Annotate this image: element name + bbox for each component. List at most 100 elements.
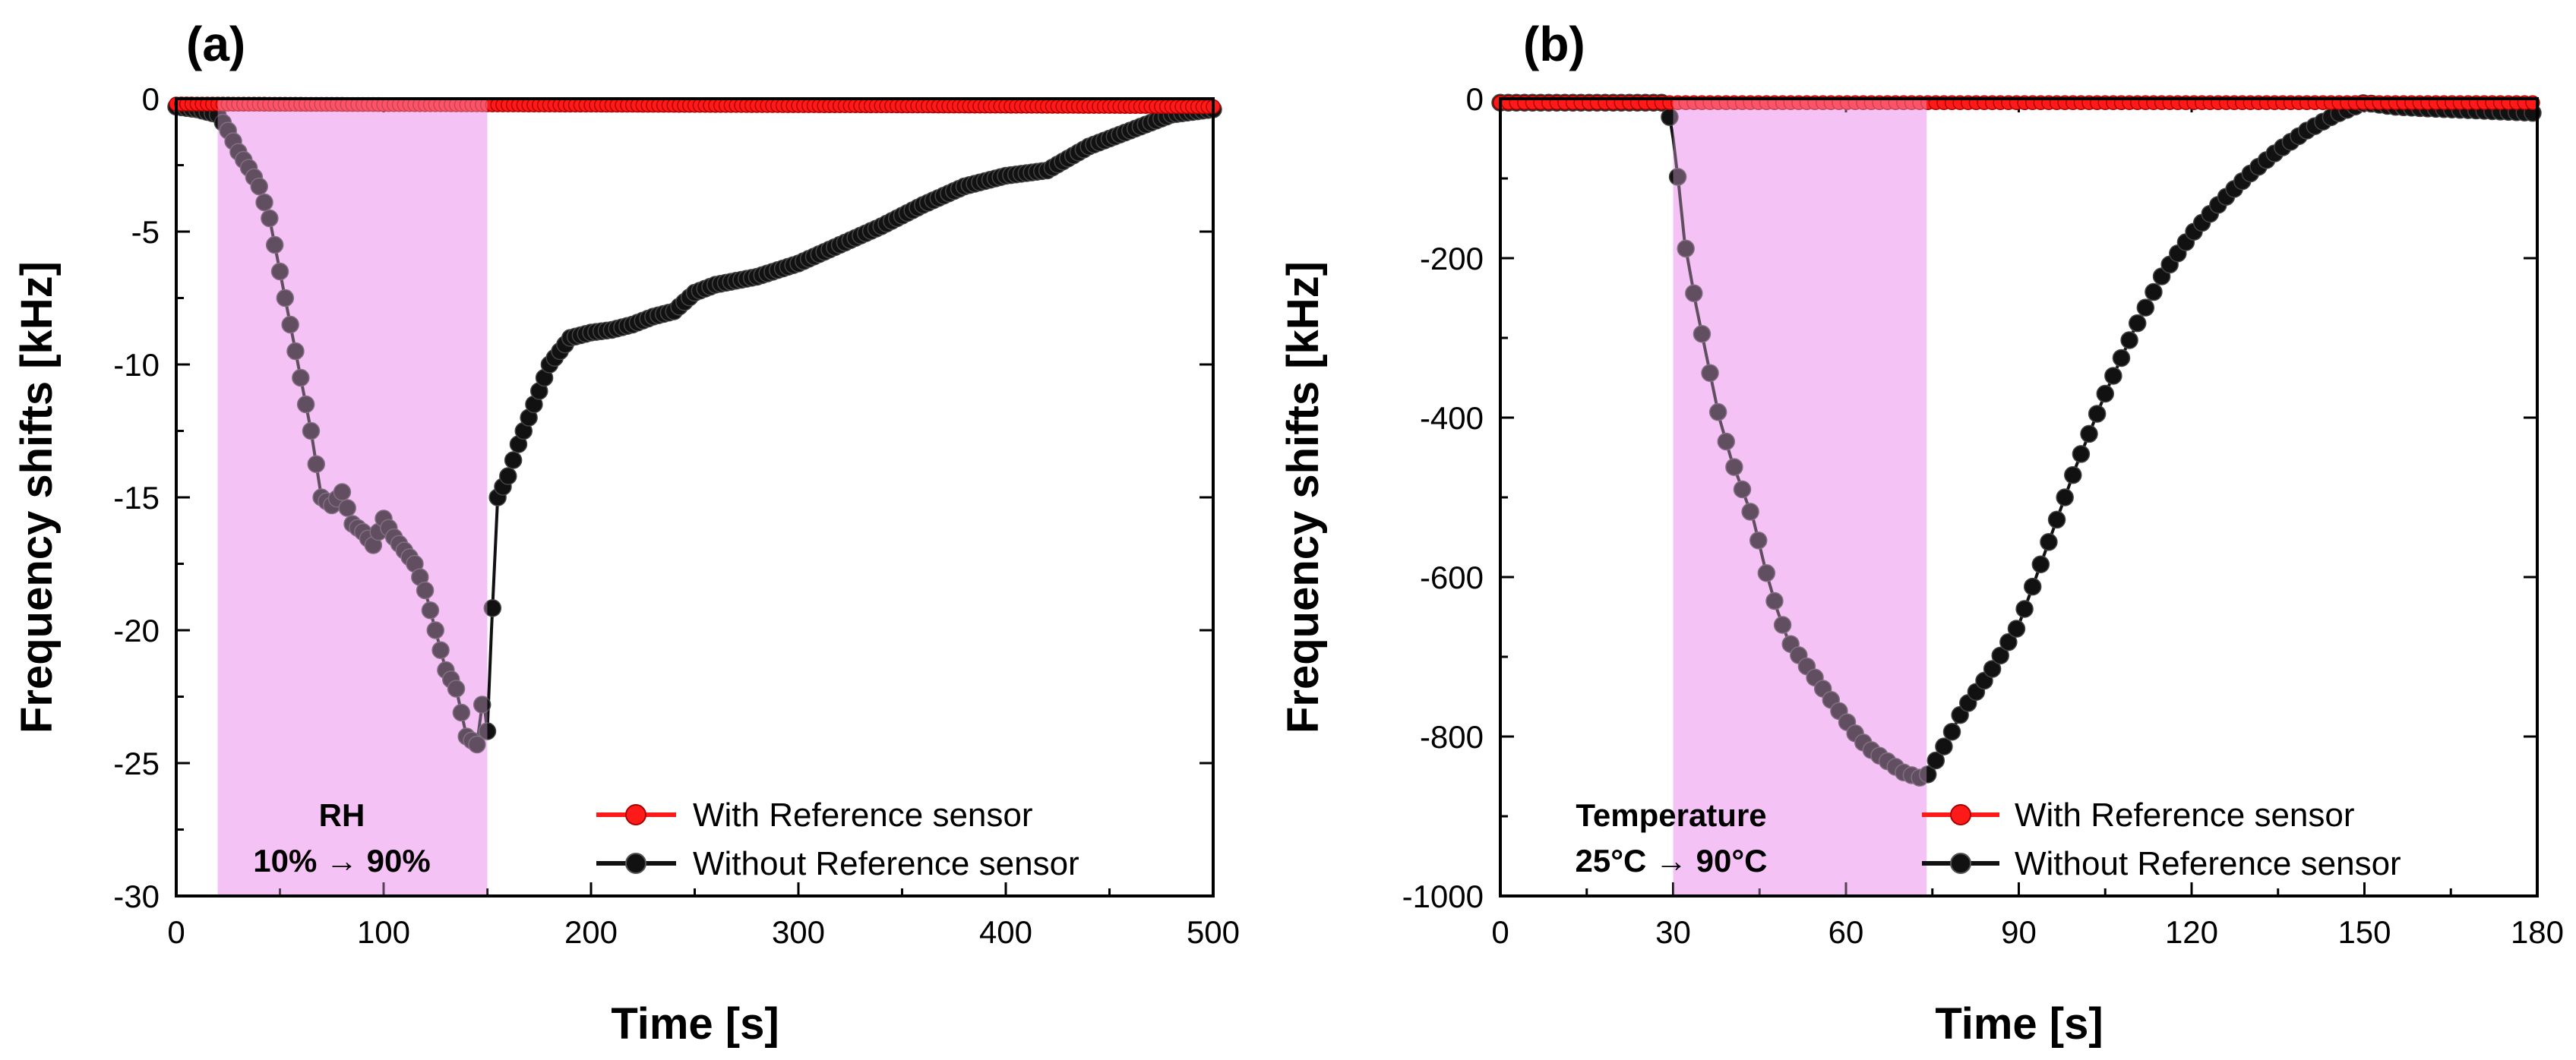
data-point-without-ref-a xyxy=(447,680,466,698)
plot-frame-b xyxy=(1499,97,2539,898)
data-point-without-ref-a xyxy=(473,696,491,714)
panel-a: 0 100 200 300 400 500 0-5-10-15-20-25-30 (a) … xyxy=(12,17,1240,1049)
data-point-without-ref-b xyxy=(2096,384,2114,403)
x-tick-label-b: 120 xyxy=(2165,914,2218,950)
x-tick-label-b: 90 xyxy=(2001,914,2037,950)
data-point-without-ref-b xyxy=(2040,533,2058,551)
data-point-without-ref-a xyxy=(250,177,268,196)
legend-label-with-ref-a: With Reference sensor xyxy=(693,797,1033,834)
panel-label-b: (b) xyxy=(1523,17,1585,71)
data-point-without-ref-b xyxy=(2007,620,2026,638)
x-tick-label-b: 30 xyxy=(1655,914,1691,950)
plot-frame-a xyxy=(175,97,1215,898)
data-point-without-ref-b xyxy=(1757,564,1776,582)
data-point-without-ref-b xyxy=(2031,555,2050,573)
data-point-without-ref-a xyxy=(307,455,326,473)
data-point-without-ref-b xyxy=(2023,577,2042,596)
data-point-without-ref-a xyxy=(416,581,435,600)
data-point-without-ref-b xyxy=(2080,424,2098,443)
y-tick-label-a: -10 xyxy=(113,347,160,383)
data-point-without-ref-b xyxy=(1701,364,1719,382)
legend-label-without-ref-b: Without Reference sensor xyxy=(2015,845,2401,882)
data-point-without-ref-a xyxy=(468,735,486,754)
data-point-without-ref-b xyxy=(2112,349,2131,368)
data-point-without-ref-a xyxy=(270,262,289,281)
x-axis-title-a: Time [s] xyxy=(611,999,779,1049)
y-tick-label-a: -5 xyxy=(131,214,160,250)
legend-label-without-ref-a: Without Reference sensor xyxy=(693,845,1079,882)
data-point-without-ref-b xyxy=(1693,325,1712,343)
data-point-without-ref-a xyxy=(338,499,356,517)
legend-b: With Reference sensor Without Reference … xyxy=(1922,797,2401,882)
data-point-without-ref-a xyxy=(421,601,440,620)
data-point-without-ref-a xyxy=(286,342,305,361)
data-point-without-ref-b xyxy=(2145,282,2163,301)
shade-label-line2-a: 10% → 90% xyxy=(253,843,430,879)
legend-marker-without-ref-b xyxy=(1950,853,1971,874)
x-tick-labels-b: 0 30 60 90 120 150 180 xyxy=(1491,914,2564,950)
y-tick-label-a: -20 xyxy=(113,613,160,648)
data-point-without-ref-a xyxy=(426,621,444,639)
y-tick-label-a: -30 xyxy=(113,879,160,914)
data-point-without-ref-b xyxy=(2015,600,2034,618)
series-group-a xyxy=(167,96,1222,896)
shade-label-line2-b: 25°C → 90°C xyxy=(1575,843,1767,879)
data-point-without-ref-b xyxy=(1741,503,1759,521)
shaded-overlay-a xyxy=(217,99,488,896)
x-tick-label-a: 400 xyxy=(979,914,1032,950)
data-point-without-ref-b xyxy=(1685,284,1703,302)
x-tick-labels-a: 0 100 200 300 400 500 xyxy=(167,914,1240,950)
y-tick-label-b: -200 xyxy=(1420,241,1484,276)
data-point-without-ref-b xyxy=(1773,616,1792,634)
data-point-without-ref-b xyxy=(2088,405,2107,423)
data-point-without-ref-b xyxy=(1733,480,1752,499)
data-point-without-ref-b xyxy=(1991,646,2009,665)
x-axis-title-b: Time [s] xyxy=(1935,999,2103,1049)
data-point-without-ref-b xyxy=(1677,239,1695,258)
data-point-without-ref-a xyxy=(499,467,517,485)
x-tick-label-b: 60 xyxy=(1828,914,1864,950)
shade-label-line1-b: Temperature xyxy=(1576,797,1766,833)
data-point-without-ref-b xyxy=(1717,432,1736,451)
y-tick-label-b: -600 xyxy=(1420,560,1484,595)
panel-label-a: (a) xyxy=(186,17,245,71)
legend-marker-with-ref-b xyxy=(1950,804,1971,825)
data-point-without-ref-a xyxy=(431,641,450,659)
data-point-without-ref-a xyxy=(265,235,284,254)
data-point-without-ref-b xyxy=(1942,722,1961,741)
x-tick-label-b: 180 xyxy=(2511,914,2564,950)
data-point-without-ref-a xyxy=(261,209,279,228)
x-tick-label-b: 0 xyxy=(1491,914,1509,950)
data-point-without-ref-b xyxy=(2047,510,2066,529)
data-point-without-ref-b xyxy=(2056,488,2074,506)
data-point-without-ref-b xyxy=(1999,633,2018,651)
shaded-region-a xyxy=(217,99,488,896)
data-point-without-ref-a xyxy=(478,722,497,740)
data-point-without-ref-b xyxy=(1765,592,1784,610)
legend-marker-without-ref-a xyxy=(625,853,646,874)
data-point-without-ref-b xyxy=(2064,465,2082,484)
data-point-without-ref-a xyxy=(504,451,523,469)
x-tick-label-a: 200 xyxy=(564,914,618,950)
y-tick-label-a: 0 xyxy=(142,81,160,117)
series-group-b xyxy=(1491,93,2542,896)
data-point-without-ref-a xyxy=(281,315,299,334)
data-point-without-ref-a xyxy=(483,599,502,617)
data-point-without-ref-a xyxy=(333,483,352,501)
data-point-without-ref-a xyxy=(302,421,321,440)
data-point-without-ref-b xyxy=(1983,660,2002,678)
plot-area-b xyxy=(1500,99,2537,896)
data-point-without-ref-b xyxy=(2128,314,2147,333)
y-tick-labels-b: 0 -200 -400 -600 -800 -1000 xyxy=(1402,81,1484,914)
x-tick-label-a: 100 xyxy=(357,914,410,950)
data-point-without-ref-b xyxy=(1918,765,1937,784)
y-tick-label-b: -1000 xyxy=(1402,879,1484,914)
data-point-without-ref-a xyxy=(292,368,310,387)
y-tick-labels-a: 0 -5 -10 -15 -20 -25 -30 xyxy=(113,81,160,914)
y-tick-label-a: -25 xyxy=(113,746,160,781)
shade-label-line1-a: RH xyxy=(319,797,365,833)
data-point-without-ref-b xyxy=(1926,751,1945,770)
data-point-without-ref-b xyxy=(2072,445,2091,463)
y-tick-label-b: 0 xyxy=(1466,81,1484,117)
